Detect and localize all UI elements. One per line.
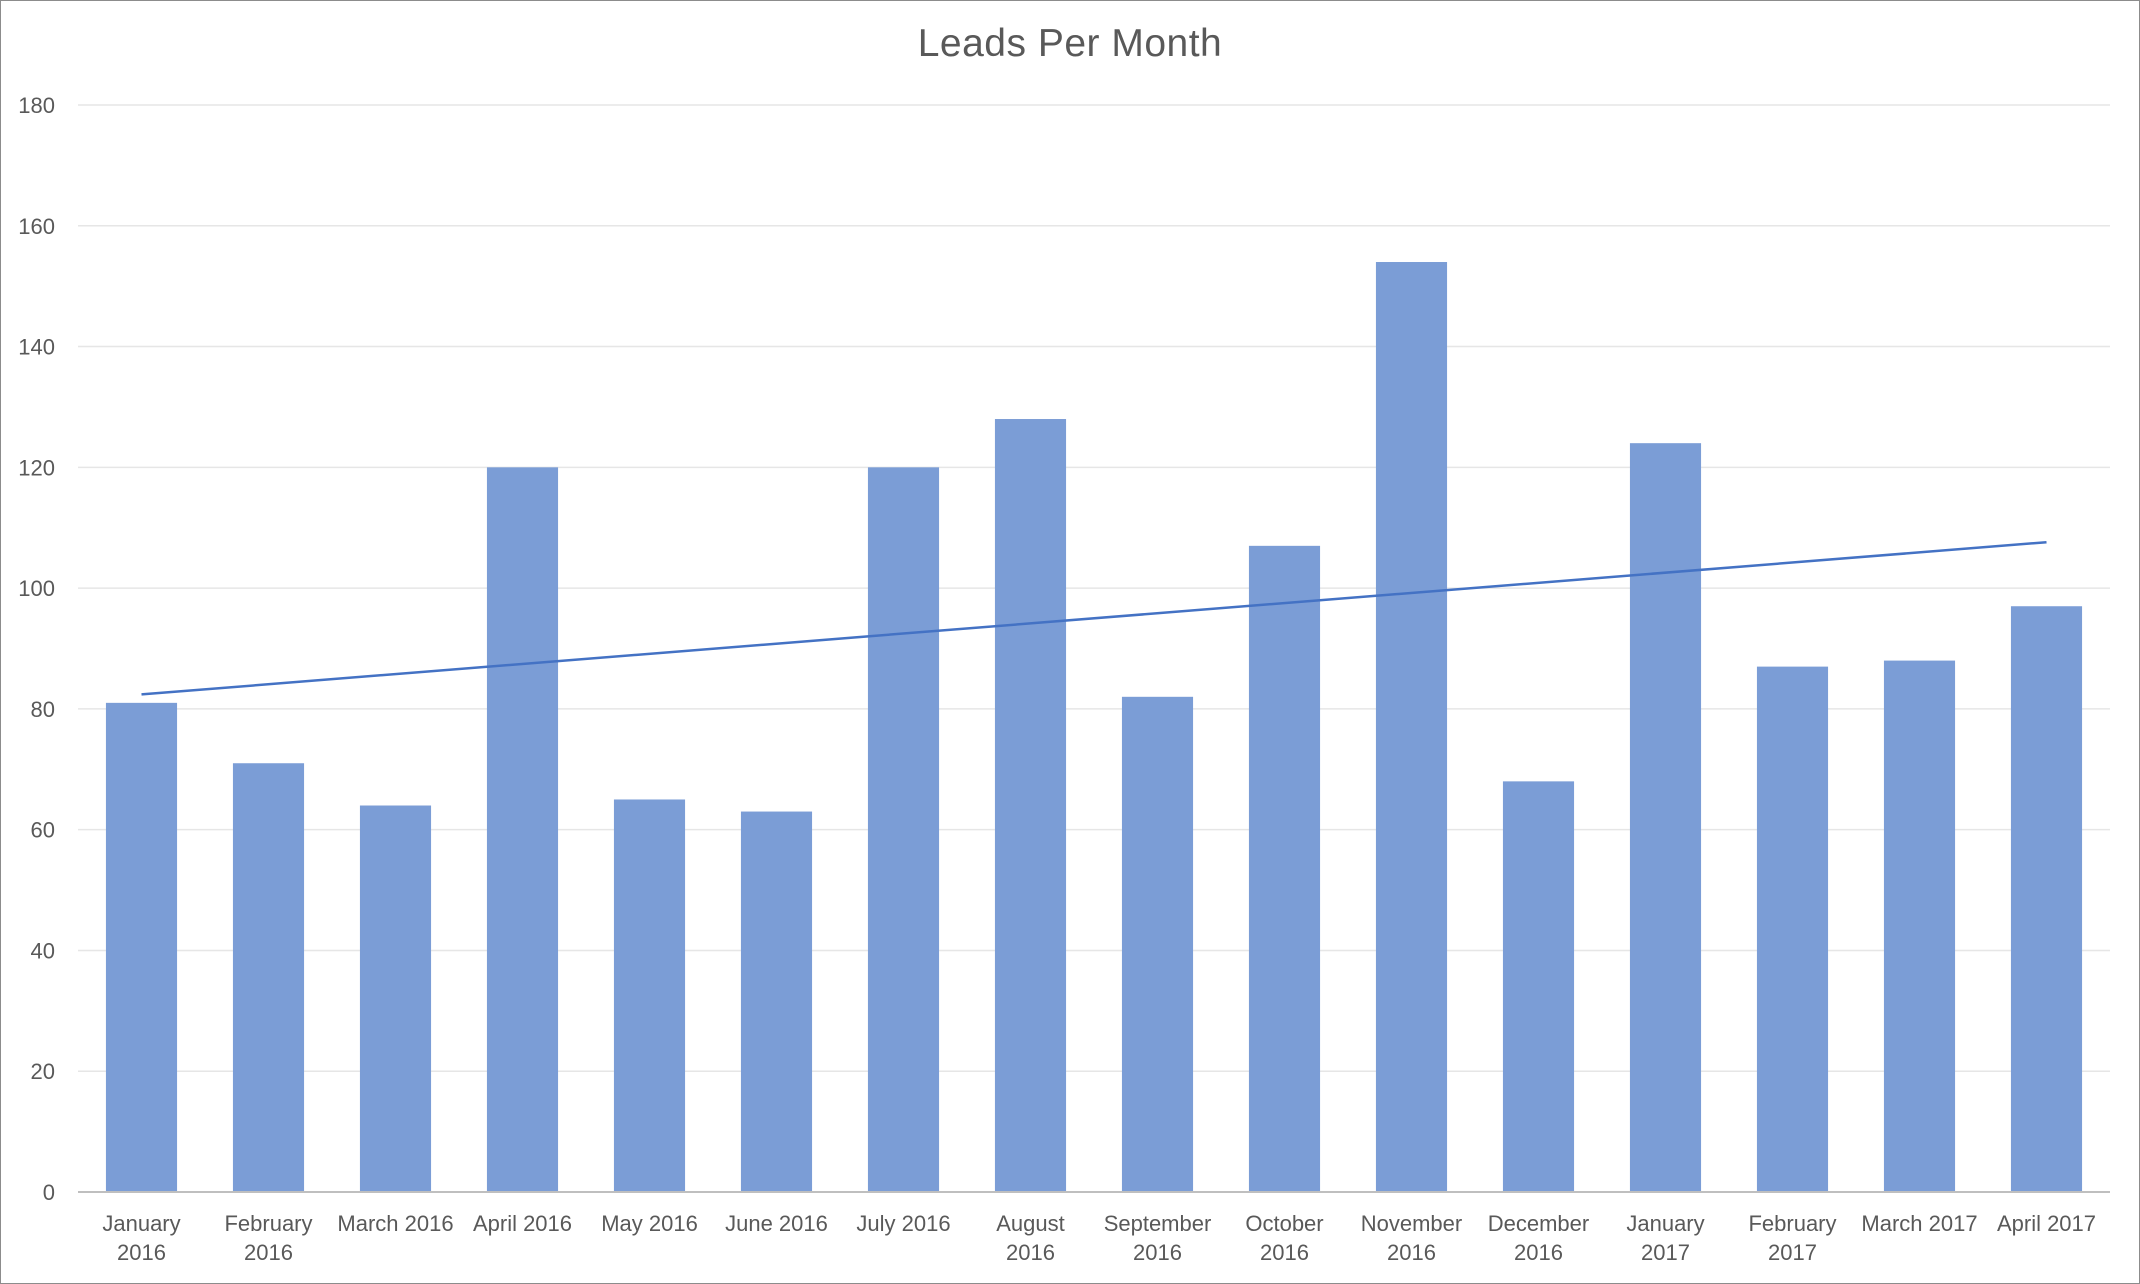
x-tick-label: October 2016 [1245, 1211, 1323, 1265]
x-tick-label: April 2016 [473, 1211, 572, 1236]
bar [359, 805, 432, 1192]
bar [1883, 660, 1956, 1192]
y-tick-label: 140 [18, 335, 55, 360]
y-tick-label: 0 [43, 1180, 55, 1205]
x-tick-label: February 2016 [224, 1211, 312, 1265]
x-tick-label: May 2016 [601, 1211, 698, 1236]
y-tick-label: 80 [31, 697, 55, 722]
bar [1375, 262, 1448, 1192]
chart-title: Leads Per Month [917, 22, 1223, 65]
x-tick-label: June 2016 [725, 1211, 828, 1236]
bar [1629, 443, 1702, 1193]
y-tick-label: 20 [31, 1059, 55, 1084]
y-tick-label: 40 [31, 938, 55, 963]
trendline [141, 540, 2047, 696]
trendline-layer [141, 540, 2047, 696]
x-tick-label: March 2016 [337, 1211, 453, 1236]
x-tick-label: November 2016 [1361, 1211, 1462, 1265]
bar [486, 467, 559, 1192]
y-tick-label: 160 [18, 214, 55, 239]
bar [232, 763, 305, 1192]
bar [2010, 606, 2083, 1192]
bar [994, 419, 1067, 1192]
bars [105, 262, 2083, 1193]
bar [740, 811, 813, 1192]
y-tick-label: 120 [18, 455, 55, 480]
bar [1502, 781, 1575, 1192]
x-tick-label: December 2016 [1488, 1211, 1589, 1265]
bar [867, 467, 940, 1192]
bar [1248, 545, 1321, 1192]
y-tick-label: 180 [18, 93, 55, 118]
bar [613, 799, 686, 1192]
bar [105, 702, 178, 1192]
x-tick-label: March 2017 [1861, 1211, 1977, 1236]
y-axis-tick-labels: 0 20 40 60 80 100 120 140 160 180 [18, 93, 55, 1205]
x-tick-label: April 2017 [1997, 1211, 2096, 1236]
x-tick-label: July 2016 [856, 1211, 950, 1236]
x-tick-label: August 2016 [996, 1211, 1065, 1265]
y-tick-label: 100 [18, 576, 55, 601]
y-tick-label: 60 [31, 818, 55, 843]
bar [1121, 696, 1194, 1192]
x-tick-label: September 2016 [1104, 1211, 1212, 1265]
x-tick-label: January 2017 [1626, 1211, 1704, 1265]
x-tick-label: February 2017 [1748, 1211, 1836, 1265]
x-axis-tick-labels: January 2016 February 2016 March 2016 April 2… [102, 1211, 2096, 1265]
bar [1756, 666, 1829, 1192]
x-tick-label: January 2016 [102, 1211, 180, 1265]
